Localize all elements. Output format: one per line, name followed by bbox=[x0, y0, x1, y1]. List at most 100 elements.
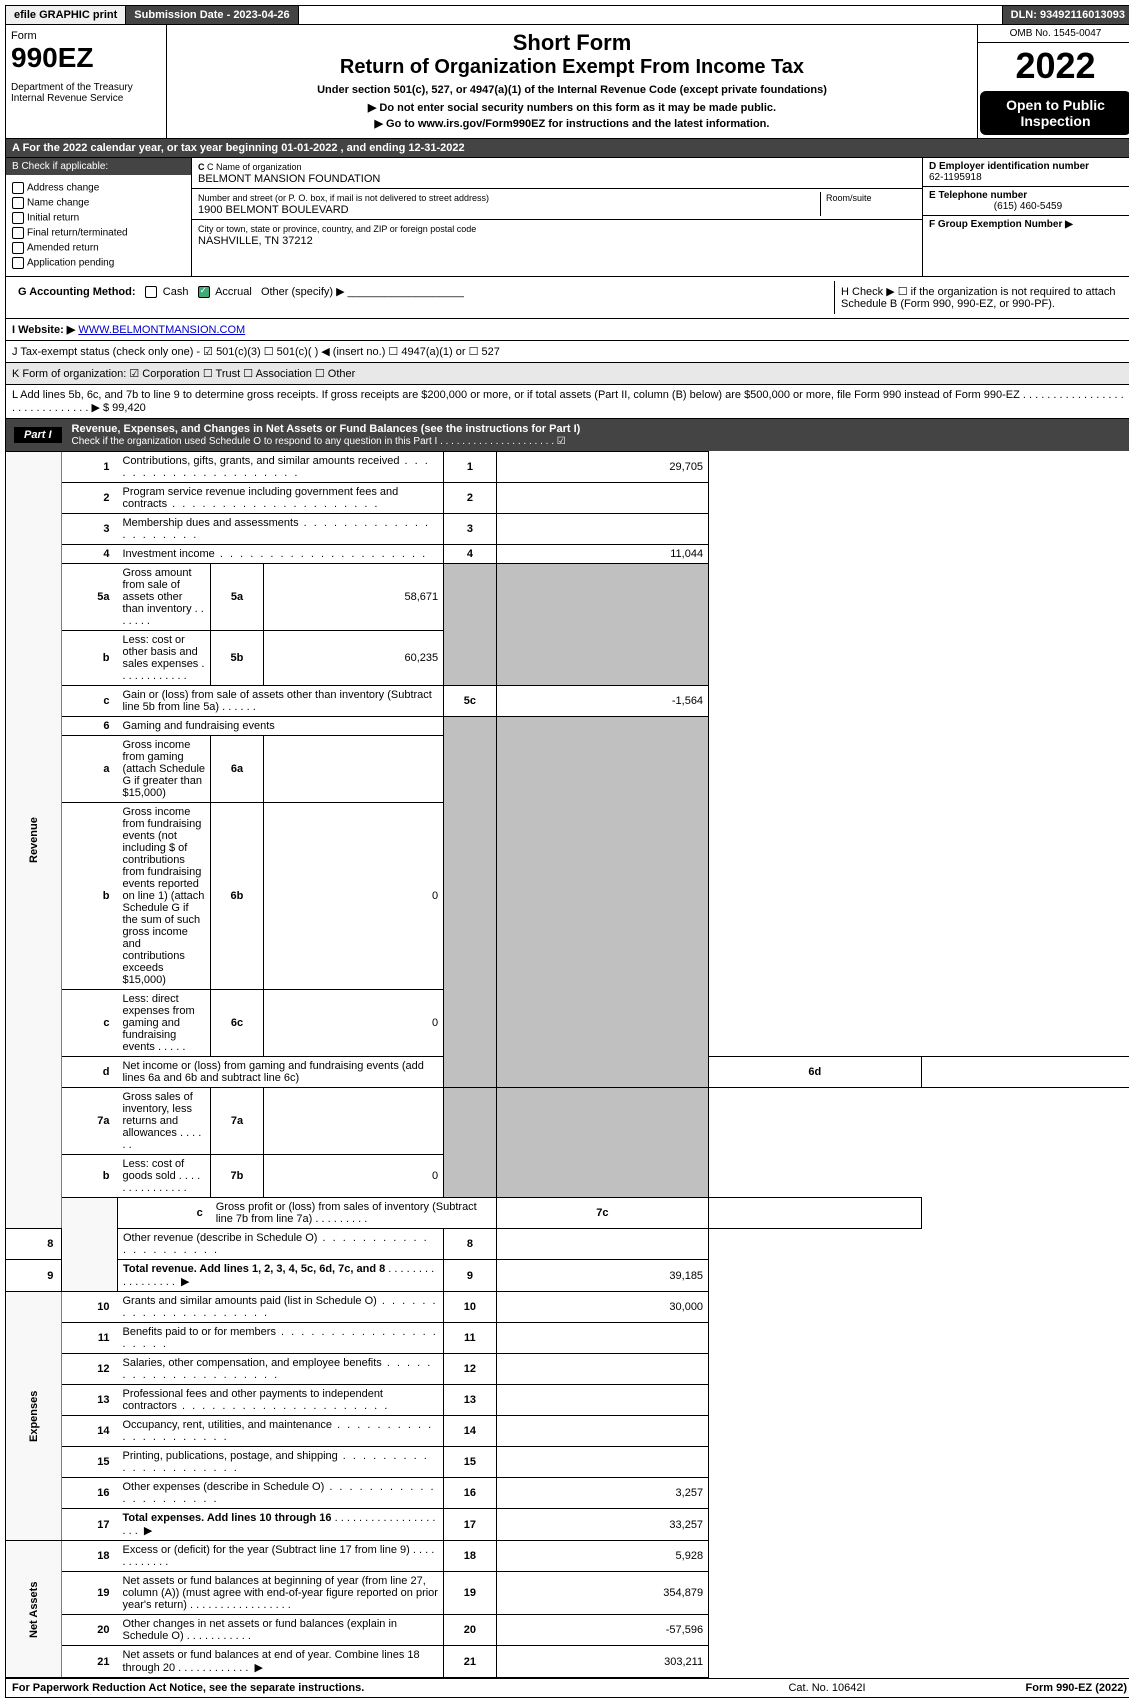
submission-date: Submission Date - 2023-04-26 bbox=[126, 6, 298, 24]
goto-link[interactable]: ▶ Go to www.irs.gov/Form990EZ for instru… bbox=[172, 117, 972, 130]
cb-initial-return[interactable]: Initial return bbox=[12, 212, 185, 224]
line-7a-sub: 7a bbox=[211, 1088, 263, 1155]
line-7c-num: 7c bbox=[496, 1198, 708, 1229]
line-7c-desc: Gross profit or (loss) from sales of inv… bbox=[211, 1198, 496, 1229]
website-link[interactable]: WWW.BELMONTMANSION.COM bbox=[78, 324, 245, 336]
line-5a-no: 5a bbox=[62, 564, 118, 631]
column-b: B Check if applicable: Address change Na… bbox=[6, 158, 192, 276]
line-19-desc: Net assets or fund balances at beginning… bbox=[117, 1572, 443, 1615]
form-word: Form bbox=[11, 30, 161, 42]
tel-cell: E Telephone number (615) 460-5459 bbox=[923, 187, 1129, 216]
revenue-side-label: Revenue bbox=[6, 452, 62, 1229]
dln-label: DLN: 93492116013093 bbox=[1002, 6, 1129, 24]
netassets-side-label: Net Assets bbox=[6, 1541, 62, 1678]
line-5b-desc: Less: cost or other basis and sales expe… bbox=[117, 631, 210, 686]
line-6b-sub: 6b bbox=[211, 803, 263, 990]
top-bar: efile GRAPHIC print Submission Date - 20… bbox=[5, 5, 1129, 24]
ein-cell: D Employer identification number 62-1195… bbox=[923, 158, 1129, 187]
line-16-val: 3,257 bbox=[496, 1478, 708, 1509]
line-5c-desc: Gain or (loss) from sale of assets other… bbox=[117, 686, 443, 717]
line-9-val: 39,185 bbox=[496, 1260, 708, 1292]
line-6c-sub: 6c bbox=[211, 990, 263, 1057]
part-1-sub: Check if the organization used Schedule … bbox=[72, 436, 566, 447]
department-label: Department of the Treasury Internal Reve… bbox=[11, 82, 161, 104]
city-value: NASHVILLE, TN 37212 bbox=[198, 235, 313, 247]
accounting-method: G Accounting Method: Cash Accrual Other … bbox=[12, 281, 834, 314]
schedule-b-check: H Check ▶ ☐ if the organization is not r… bbox=[834, 281, 1127, 314]
line-12-desc: Salaries, other compensation, and employ… bbox=[117, 1354, 443, 1385]
part-1-header: Part I Revenue, Expenses, and Changes in… bbox=[6, 419, 1129, 451]
line-5c-num: 5c bbox=[444, 686, 496, 717]
line-5b-subval: 60,235 bbox=[263, 631, 443, 686]
cb-address-change[interactable]: Address change bbox=[12, 182, 185, 194]
line-6b-subval: 0 bbox=[263, 803, 443, 990]
ssn-warning: ▶ Do not enter social security numbers o… bbox=[172, 101, 972, 114]
line-7c-val bbox=[709, 1198, 921, 1229]
footer-center: Cat. No. 10642I bbox=[727, 1682, 927, 1694]
line-16-no: 16 bbox=[62, 1478, 118, 1509]
column-d: D Employer identification number 62-1195… bbox=[923, 158, 1129, 276]
group-exempt-cell: F Group Exemption Number ▶ bbox=[923, 216, 1129, 233]
line-6a-no: a bbox=[62, 736, 118, 803]
line-7b-subval: 0 bbox=[263, 1155, 443, 1198]
line-15-num: 15 bbox=[444, 1447, 496, 1478]
line-4-val: 11,044 bbox=[496, 545, 708, 564]
line-5c-val: -1,564 bbox=[496, 686, 708, 717]
line-19-num: 19 bbox=[444, 1572, 496, 1615]
form-header: Form 990EZ Department of the Treasury In… bbox=[5, 24, 1129, 138]
line-18-num: 18 bbox=[444, 1541, 496, 1572]
line-20-val: -57,596 bbox=[496, 1615, 708, 1646]
line-13-val bbox=[496, 1385, 708, 1416]
line-5-shaded bbox=[444, 564, 496, 686]
line-6b-no: b bbox=[62, 803, 118, 990]
city-cell: City or town, state or province, country… bbox=[192, 220, 922, 250]
line-14-num: 14 bbox=[444, 1416, 496, 1447]
line-7c-no: c bbox=[117, 1198, 210, 1229]
line-10-num: 10 bbox=[444, 1292, 496, 1323]
short-form-title: Short Form bbox=[172, 30, 972, 56]
ein-value: 62-1195918 bbox=[929, 172, 982, 183]
line-18-desc: Excess or (deficit) for the year (Subtra… bbox=[117, 1541, 443, 1572]
line-12-no: 12 bbox=[62, 1354, 118, 1385]
entity-info: B Check if applicable: Address change Na… bbox=[5, 157, 1129, 276]
line-11-num: 11 bbox=[444, 1323, 496, 1354]
line-19-no: 19 bbox=[62, 1572, 118, 1615]
line-1-val: 29,705 bbox=[496, 452, 708, 483]
line-6c-desc: Less: direct expenses from gaming and fu… bbox=[117, 990, 210, 1057]
column-c: C C Name of organization BELMONT MANSION… bbox=[192, 158, 923, 276]
cb-name-change[interactable]: Name change bbox=[12, 197, 185, 209]
line-6d-no: d bbox=[62, 1057, 118, 1088]
line-18-no: 18 bbox=[62, 1541, 118, 1572]
line-15-desc: Printing, publications, postage, and shi… bbox=[117, 1447, 443, 1478]
room-label: Room/suite bbox=[826, 193, 872, 203]
line-16-desc: Other expenses (describe in Schedule O) bbox=[117, 1478, 443, 1509]
line-3-val bbox=[496, 514, 708, 545]
cb-application-pending[interactable]: Application pending bbox=[12, 257, 185, 269]
line-6-no: 6 bbox=[62, 717, 118, 736]
line-21-num: 21 bbox=[444, 1646, 496, 1678]
line-21-val: 303,211 bbox=[496, 1646, 708, 1678]
gross-receipts-value: 99,420 bbox=[112, 402, 146, 414]
cb-final-return[interactable]: Final return/terminated bbox=[12, 227, 185, 239]
line-7b-desc: Less: cost of goods sold . . . . . . . .… bbox=[117, 1155, 210, 1198]
line-6b-desc: Gross income from fundraising events (no… bbox=[117, 803, 210, 990]
org-name-label: C C Name of organization bbox=[198, 162, 302, 172]
line-7a-subval bbox=[263, 1088, 443, 1155]
efile-print-button[interactable]: efile GRAPHIC print bbox=[6, 6, 126, 24]
line-4-num: 4 bbox=[444, 545, 496, 564]
cb-amended-return[interactable]: Amended return bbox=[12, 242, 185, 254]
line-9-no: 9 bbox=[6, 1260, 62, 1292]
line-13-desc: Professional fees and other payments to … bbox=[117, 1385, 443, 1416]
line-8-no: 8 bbox=[6, 1229, 62, 1260]
line-9-desc: Total revenue. Add lines 1, 2, 3, 4, 5c,… bbox=[117, 1260, 443, 1292]
revenue-side-cont bbox=[62, 1198, 118, 1292]
line-15-val bbox=[496, 1447, 708, 1478]
group-exempt-label: F Group Exemption Number ▶ bbox=[929, 219, 1073, 230]
line-1-desc: Contributions, gifts, grants, and simila… bbox=[117, 452, 443, 483]
line-7b-sub: 7b bbox=[211, 1155, 263, 1198]
line-6-shaded bbox=[444, 717, 496, 1088]
tax-year: 2022 bbox=[978, 43, 1129, 89]
line-7b-no: b bbox=[62, 1155, 118, 1198]
line-5c-no: c bbox=[62, 686, 118, 717]
line-2-desc: Program service revenue including govern… bbox=[117, 483, 443, 514]
